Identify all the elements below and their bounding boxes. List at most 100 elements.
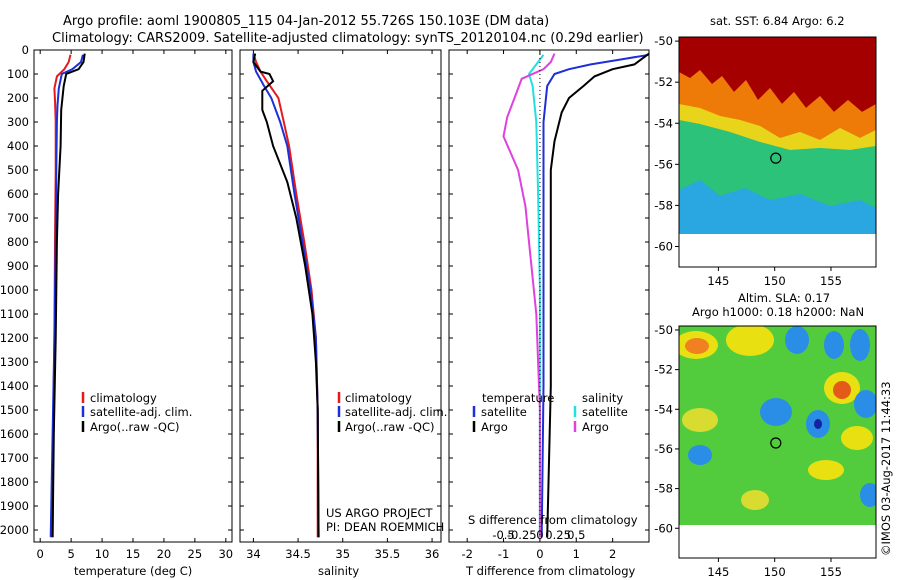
sst-land-mask: [679, 234, 876, 267]
legend-label-argo: Argo(..raw -QC): [345, 420, 435, 434]
sla-blue-blob: [850, 329, 870, 361]
lon-tick-label: 150: [764, 565, 786, 579]
depth-tick-label: 500: [7, 163, 29, 177]
temperature-axis-label: temperature (deg C): [74, 564, 192, 578]
salinity-axis-label: salinity: [318, 564, 359, 578]
sla-blue-blob: [854, 390, 876, 418]
sla-dark-blue-blob: [814, 419, 822, 429]
s-tick-label: -0.5: [492, 528, 514, 542]
depth-tick-label: 0: [22, 43, 29, 57]
sla-map-title-2: Argo h1000: 0.18 h2000: NaN: [692, 305, 864, 319]
depth-tick-label: 1600: [0, 427, 29, 441]
header-line-1: Argo profile: aoml 1900805_115 04-Jan-20…: [63, 14, 549, 29]
sst-map-field: [679, 37, 876, 267]
temperature-legend: climatology satellite-adj. clim. Argo(..…: [81, 391, 192, 434]
x-tick-label: 34: [246, 547, 261, 561]
sla-yellow-blob: [808, 460, 844, 480]
x-tick-label: 5: [67, 547, 74, 561]
lat-tick-label: -56: [654, 442, 673, 456]
lat-tick-label: -50: [654, 323, 673, 337]
sst-map-title: sat. SST: 6.84 Argo: 6.2: [710, 14, 845, 28]
x-tick-label: -1: [498, 547, 509, 561]
x-tick-label: 10: [95, 547, 110, 561]
depth-tick-label: 1000: [0, 283, 29, 297]
legend-title-temperature: temperature: [482, 391, 554, 405]
sla-orange-blob: [685, 338, 709, 354]
series-line-climatology: [252, 53, 319, 538]
lon-tick-label: 155: [820, 565, 842, 579]
sla-blue-blob: [785, 326, 809, 354]
lat-tick-label: -56: [654, 157, 673, 171]
legend-label-satellite: satellite-adj. clim.: [345, 405, 447, 419]
sst-argo-marker: [770, 152, 782, 164]
sst-orange-band: [679, 70, 876, 140]
legend-label-s-satellite: satellite: [582, 405, 628, 419]
series-line-s-satellite: [527, 54, 545, 538]
x-tick-label: 30: [218, 547, 233, 561]
depth-tick-label: 700: [7, 211, 29, 225]
depth-tick-label: 1800: [0, 475, 29, 489]
sla-map-title-1: Altim. SLA: 0.17: [738, 291, 830, 305]
depth-tick-label: 2000: [0, 523, 29, 537]
sla-land-mask: [679, 525, 876, 558]
sla-map-frame: [678, 325, 877, 559]
sst-yellow-band: [679, 104, 876, 150]
legend-label-s-argo: Argo: [582, 420, 609, 434]
lat-tick-label: -58: [654, 198, 673, 212]
s-tick-label: 0.5: [567, 528, 585, 542]
legend-label-argo: Argo(..raw -QC): [90, 420, 180, 434]
lat-tick-label: -58: [654, 482, 673, 496]
depth-tick-label: 800: [7, 235, 29, 249]
sla-blue-blob: [760, 398, 792, 426]
s-difference-tick-labels: -0.5-0.25 0 0.250.5: [492, 528, 585, 542]
depth-tick-label: 300: [7, 115, 29, 129]
project-note-line-1: US ARGO PROJECT: [326, 506, 434, 520]
sst-blue-region: [679, 180, 876, 234]
difference-plot: -2 -1 0 1 2: [449, 49, 650, 561]
x-tick-label: -2: [461, 547, 472, 561]
series-line-argo-raw-qc: [252, 53, 320, 538]
series-line-satellite-adj-clim: [49, 54, 84, 538]
x-tick-label: 25: [188, 547, 203, 561]
s-tick-label: 0.25: [545, 528, 571, 542]
x-tick-label: 2: [609, 547, 616, 561]
x-tick-label: 36: [425, 547, 440, 561]
lat-tick-label: -52: [654, 75, 673, 89]
depth-tick-label: 600: [7, 187, 29, 201]
legend-label-t-argo: Argo: [481, 420, 508, 434]
sst-map-frame: [678, 36, 877, 268]
x-tick-label: 35.5: [375, 547, 401, 561]
lat-tick-label: -54: [654, 402, 673, 416]
sla-orange-blob: [833, 381, 851, 399]
temperature-panel-frame: [33, 49, 233, 543]
sla-blue-blob: [688, 445, 712, 465]
depth-tick-label: 200: [7, 91, 29, 105]
lon-tick-label: 145: [707, 274, 729, 288]
depth-tick-label: 400: [7, 139, 29, 153]
depth-tick-label: 1700: [0, 451, 29, 465]
x-tick-label: 35: [335, 547, 350, 561]
sla-map-field: [679, 326, 876, 558]
depth-tick-label: 100: [7, 67, 29, 81]
depth-tick-label: 1300: [0, 355, 29, 369]
series-line-satellite-adj-clim: [252, 53, 320, 538]
series-line-argo-raw-qc: [51, 53, 86, 538]
salinity-legend: climatology satellite-adj. clim. Argo(..…: [326, 391, 447, 534]
sla-yellow-blob: [841, 426, 873, 450]
sla-blue-blob: [860, 483, 876, 507]
lat-tick-label: -50: [654, 34, 673, 48]
legend-label-satellite: satellite-adj. clim.: [90, 405, 192, 419]
s-tick-label: 0: [536, 528, 543, 542]
project-note-line-2: PI: DEAN ROEMMICH: [326, 520, 444, 534]
difference-panel-frame: [448, 49, 650, 543]
sla-map: -50 -52 -54 -56 -58 -60 145 150 155: [654, 323, 877, 579]
s-difference-axis-label: S difference from climatology: [468, 513, 638, 527]
x-tick-label: 34.5: [285, 547, 311, 561]
series-line-s-argo: [502, 53, 556, 538]
difference-legend: temperature salinity satellite Argo sate…: [468, 391, 638, 542]
legend-label-climatology: climatology: [345, 391, 412, 405]
sst-warm-front: [679, 37, 876, 112]
lat-tick-label: -60: [654, 239, 673, 253]
sla-yellow-blob: [682, 408, 718, 432]
t-difference-axis-label: T difference from climatology: [465, 564, 636, 578]
